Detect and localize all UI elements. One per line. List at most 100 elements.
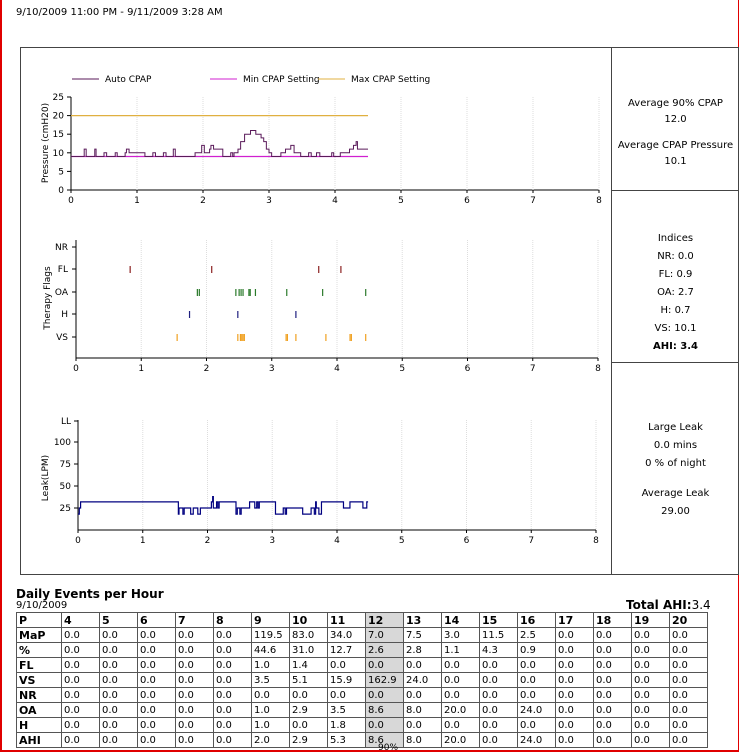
index-ahi: AHI: 3.4 [652,341,699,352]
table-cell: 0.0 [99,672,138,688]
table-cell: 1.8 [327,717,366,733]
column-header: 18 [593,612,632,628]
table-cell: 2.5 [517,627,556,643]
table-cell: 0.0 [289,687,328,703]
x-tick-label: 7 [528,536,534,546]
table-cell: 2.6 [365,642,404,658]
x-tick-label: 2 [204,364,210,374]
table-cell: 20.0 [441,702,480,718]
row-header: FL [16,657,62,673]
table-cell: 0.0 [479,717,518,733]
y-tick-label: 75 [60,460,71,470]
table-cell: 0.0 [593,672,632,688]
table-cell: 5.3 [327,732,366,748]
column-header: 10 [289,612,328,628]
table-cell: 0.0 [175,702,214,718]
x-tick-label: 1 [140,536,146,546]
table-cell: 0.0 [593,687,632,703]
table-cell: 5.1 [289,672,328,688]
table-cell: 0.0 [137,717,176,733]
table-cell: 3.0 [441,627,480,643]
table-row: AHI 0.0 0.0 0.0 0.0 0.0 2.0 2.9 5.3 8.6 8.0 20.0 0.0… [16,732,708,748]
x-tick-label: 1 [138,364,144,374]
x-tick-label: 8 [596,196,602,206]
table-cell: 0.0 [441,672,480,688]
divider [611,362,739,363]
column-header: 5 [99,612,138,628]
table-cell: 0.0 [61,732,100,748]
table-cell: 0.0 [99,657,138,673]
index-h: H: 0.7 [660,305,691,316]
table-row: H 0.0 0.0 0.0 0.0 0.0 1.0 0.0 1.8 0.0 0.0 0.0 0.0 0.0… [16,717,708,733]
table-cell: 0.0 [631,642,670,658]
table-cell: 0.0 [669,732,708,748]
y-tick-label: 100 [54,438,71,448]
column-header: 20 [669,612,708,628]
table-cell: 0.0 [99,627,138,643]
table-cell: 0.0 [669,657,708,673]
x-tick-label: 3 [266,196,272,206]
table-cell: 0.0 [137,732,176,748]
table-cell: 0.0 [631,627,670,643]
table-cell: 0.0 [213,642,252,658]
avg-leak-label: Average Leak [641,488,710,499]
legend-label: Max CPAP Setting [351,75,430,85]
table-cell: 0.0 [327,657,366,673]
table-cell: 7.5 [403,627,442,643]
table-cell: 0.0 [137,672,176,688]
total-ahi-label: Total AHI: [626,598,692,612]
table-cell: 15.9 [327,672,366,688]
y-axis-title: Pressure (cmH20) [41,103,51,183]
x-tick-label: 6 [464,196,470,206]
table-cell: 0.0 [213,627,252,643]
total-ahi-value: 3.4 [691,598,711,612]
y-tick-label: NR [55,243,68,253]
table-row: FL 0.0 0.0 0.0 0.0 0.0 1.0 1.4 0.0 0.0 0.0 0.0 0.0 0.… [16,657,708,673]
table-cell: 0.0 [555,627,594,643]
table-cell: 1.0 [251,657,290,673]
table-cell: 0.0 [289,717,328,733]
table-cell: 0.0 [99,642,138,658]
row-header: % [16,642,62,658]
table-cell: 0.0 [175,717,214,733]
index-nr: NR: 0.0 [657,251,694,262]
column-header: 6 [137,612,176,628]
large-leak-pct: 0 % of night [645,458,706,469]
x-tick-label: 3 [269,536,275,546]
divider [611,190,739,191]
table-cell: 0.0 [99,702,138,718]
column-header: 11 [327,612,366,628]
table-cell: 0.0 [403,657,442,673]
x-tick-label: 6 [465,364,471,374]
x-tick-label: 2 [200,196,206,206]
x-tick-label: 4 [334,536,340,546]
legend-label: Auto CPAP [105,75,152,85]
table-cell: 2.9 [289,732,328,748]
index-vs: VS: 10.1 [654,323,697,334]
table-cell: 0.0 [403,717,442,733]
row-header: NR [16,687,62,703]
table-cell: 0.0 [669,642,708,658]
table-cell: 0.0 [631,702,670,718]
y-tick-label: LL [61,417,71,427]
column-header: 15 [479,612,518,628]
table-cell: 0.0 [137,657,176,673]
divider [611,47,612,575]
y-tick-label: 20 [53,112,65,122]
table-cell: 0.0 [137,702,176,718]
table-cell: 0.0 [61,627,100,643]
table-cell: 0.0 [441,717,480,733]
y-tick-label: OA [55,288,69,298]
table-cell: 0.0 [555,702,594,718]
x-tick-label: 3 [269,364,275,374]
y-axis-title: Therapy Flags [43,266,53,331]
table-cell: 24.0 [403,672,442,688]
table-cell: 0.0 [99,732,138,748]
table-cell: 0.0 [517,672,556,688]
table-cell: 0.0 [555,642,594,658]
table-cell: 2.0 [251,732,290,748]
table-cell: 119.5 [251,627,290,643]
table-cell: 0.0 [61,672,100,688]
table-cell: 0.0 [517,687,556,703]
